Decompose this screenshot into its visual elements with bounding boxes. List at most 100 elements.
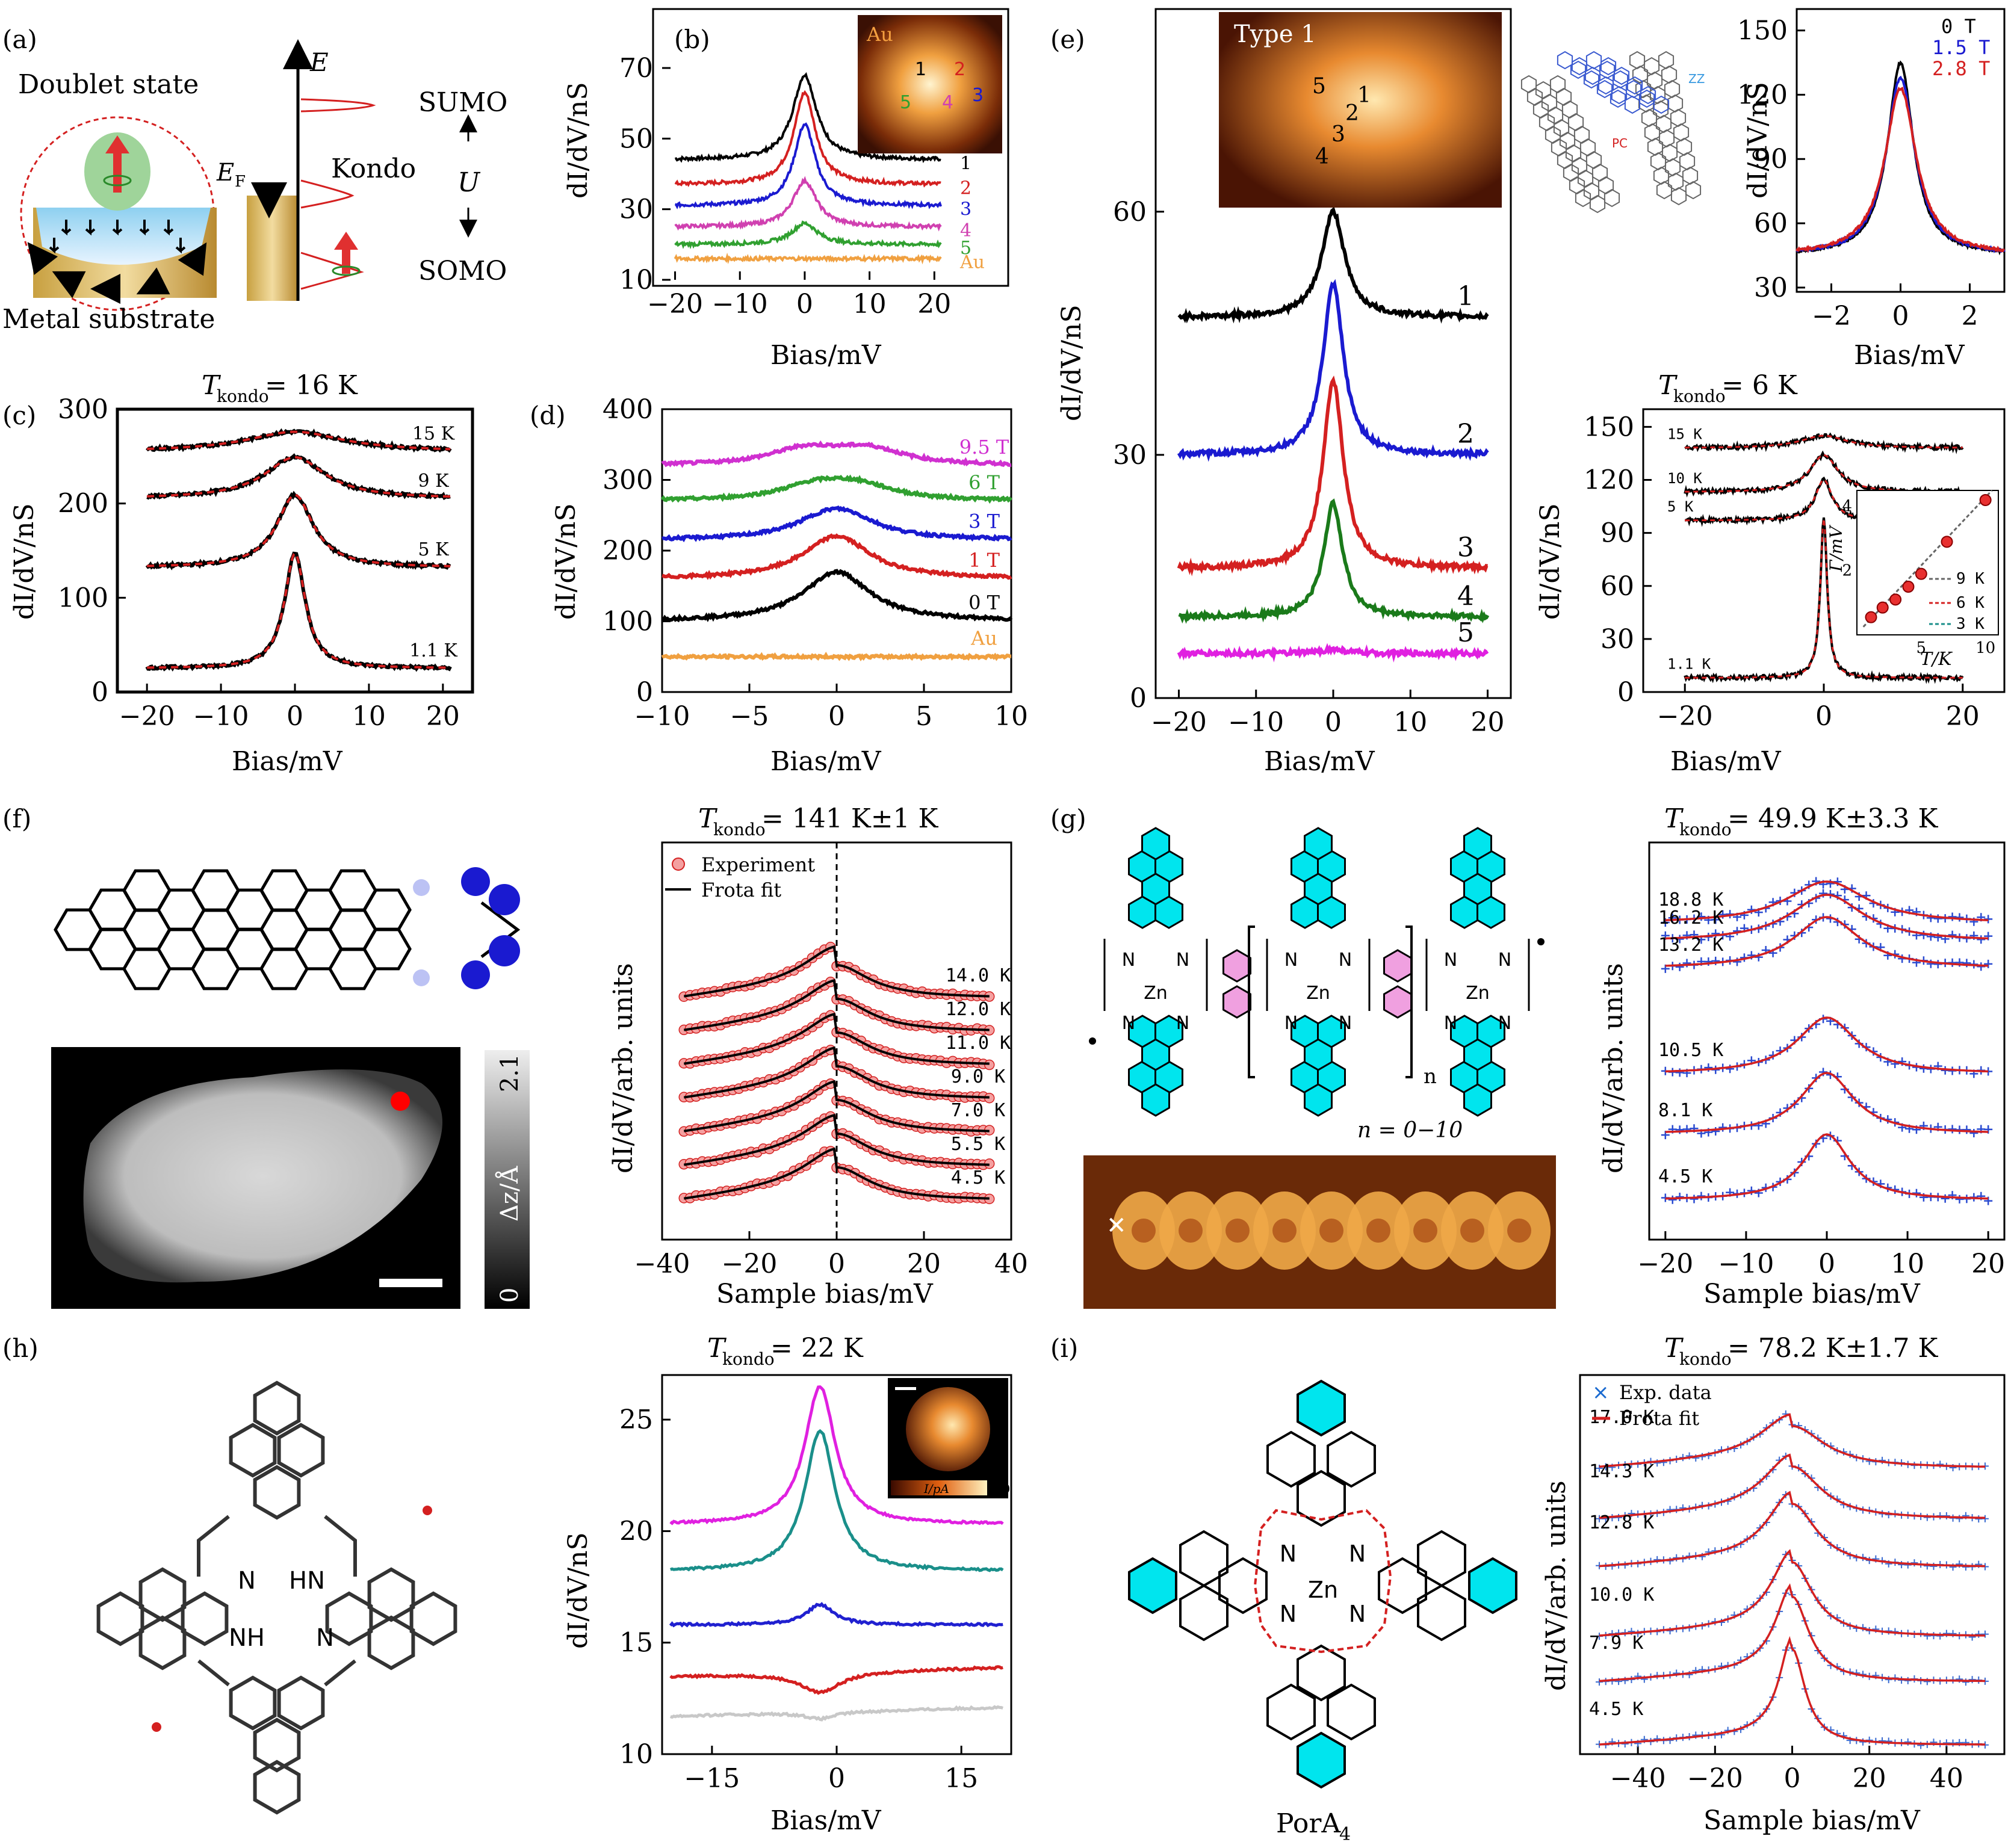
panel-e-label: (e)	[1050, 25, 1085, 54]
panel-e-temp-title-sub: kondo	[1673, 386, 1726, 406]
panel-h-xtick-label: −15	[684, 1763, 740, 1794]
panel-e-field-ytick-label: 150	[1737, 16, 1788, 46]
panel-e-temp-ytick-label: 90	[1600, 518, 1634, 549]
panel-d-ytick-label: 0	[636, 677, 653, 708]
inset-b-site-5: 5	[900, 92, 911, 113]
panel-c-curve-9 K	[146, 453, 451, 501]
panel-i-point	[1968, 1676, 1976, 1684]
gnr-ring	[1624, 95, 1641, 114]
gnr-ring	[1667, 172, 1684, 191]
field-legend-2p8t: 2.8 T	[1932, 57, 1990, 80]
panel-e-field-ytick-label: 120	[1737, 79, 1788, 110]
panel-b-xtick-label: 20	[917, 289, 951, 320]
panel-f-xtick-label: 20	[907, 1249, 941, 1279]
panel-e-curve-label: 1	[1457, 281, 1474, 312]
panel-g-fit-13.2 K	[1665, 916, 1989, 967]
panel-b-xticks: −20 −10 0 10 20	[647, 271, 951, 320]
panel-g-point	[1718, 1123, 1727, 1132]
panel-b-curve-4	[674, 176, 942, 232]
gnr-ring	[1685, 181, 1702, 200]
g-atom-zn: Zn	[1306, 983, 1330, 1004]
panel-h-title-sub: kondo	[722, 1349, 775, 1369]
panel-e-xtick-label: 0	[1325, 707, 1342, 738]
panel-e-curve-label: 5	[1457, 617, 1474, 648]
panel-e-temp-ytick-label: 60	[1600, 571, 1634, 602]
panel-c-xtick-label: −10	[193, 701, 249, 732]
g-atom-n: N	[1444, 950, 1457, 971]
panel-b-xtick-label: −10	[712, 289, 768, 320]
panel-g-fit-10.5 K	[1665, 1016, 1989, 1073]
g-stm-center	[1179, 1219, 1203, 1243]
panel-d-curve-label: 9.5 T	[959, 436, 1009, 459]
gnr-ring	[1549, 75, 1566, 94]
panel-i-point	[1942, 1512, 1950, 1519]
g-atom-zn: Zn	[1466, 983, 1490, 1004]
metal-substrate-label: Metal substrate	[2, 304, 215, 335]
panel-h-xtick-label: 15	[944, 1763, 978, 1794]
inset-point	[1889, 593, 1902, 606]
panel-e-inset-title: Type 1	[1234, 20, 1316, 48]
g-atom-n: N	[1122, 1013, 1135, 1034]
panel-g-point	[1984, 932, 1993, 941]
panel-e-field-ytick-label: 90	[1754, 144, 1788, 175]
panel-h-title-rest: = 22 K	[770, 1333, 864, 1364]
panel-c-title-rest: = 16 K	[265, 370, 358, 401]
panel-f-title-sub: kondo	[713, 820, 766, 839]
panel-e-temp-curve-label: 5 K	[1667, 498, 1694, 515]
panel-f-curve-label: 4.5 K	[951, 1167, 1005, 1188]
panel-g-fit-4.5 K	[1665, 1133, 1989, 1200]
g-atom-n: N	[1176, 1013, 1189, 1034]
panel-h-curve-magenta	[669, 1385, 1004, 1525]
panel-b-inset-au: Au	[866, 23, 893, 46]
panel-g-fit-18.8 K	[1665, 880, 1989, 921]
panel-e-curve-label: 4	[1457, 581, 1474, 611]
gnr-ring	[1679, 152, 1696, 171]
panel-g-point	[1955, 913, 1964, 922]
panel-e-temp-fit-1.1 K	[1685, 518, 1963, 679]
legend-exp-marker: ×	[1592, 1380, 1610, 1405]
panel-i-point	[1936, 1460, 1944, 1468]
panel-h-curve-red	[669, 1665, 1003, 1695]
g-ring	[1463, 1083, 1492, 1117]
field-legend-0t: 0 T	[1941, 15, 1976, 38]
panel-e-curve-5	[1177, 643, 1489, 663]
h-ring	[138, 1615, 187, 1670]
panel-g-point	[1668, 1195, 1677, 1204]
gnr-ring	[1589, 194, 1606, 214]
panel-g-curve-label: 18.8 K	[1658, 889, 1723, 910]
g-ring	[1128, 895, 1157, 929]
panel-b-curve-label: 2	[960, 178, 971, 199]
panel-i-point	[1904, 1561, 1912, 1569]
panel-c-ytick-label: 100	[58, 583, 108, 613]
panel-f-curve-label: 12.0 K	[946, 999, 1011, 1020]
panel-c-fit-1.1 K	[147, 552, 451, 669]
panel-i-fit-4.5 K	[1599, 1636, 1985, 1746]
i-atom-n: N	[1349, 1601, 1366, 1627]
inset-point	[1865, 611, 1877, 623]
panel-d-xtick-label: −10	[634, 701, 690, 732]
inset-point	[1979, 494, 1992, 506]
panel-b-curve-5	[674, 220, 942, 249]
i-ring	[1378, 1557, 1427, 1615]
panel-g: (g) Zn N N N N Zn N N N N Zn N N N Nn n = 0−10 ✕ T kon…	[1050, 803, 2006, 1309]
panel-g-curve-label: 13.2 K	[1658, 935, 1723, 956]
panel-f-curve-label: 11.0 K	[946, 1033, 1011, 1054]
panel-d-xlabel: Bias/mV	[770, 746, 882, 777]
panel-i-curve-label: 10.0 K	[1589, 1584, 1654, 1605]
panel-i-point	[1615, 1513, 1623, 1521]
g-stm-center	[1132, 1219, 1156, 1243]
panel-h: (h) N HN NH N T kondo = 22 K dI/dV/nS Bi…	[2, 1333, 1012, 1836]
panel-d-curve-label: 1 T	[968, 549, 1000, 572]
panel-c-xtick-label: 10	[352, 701, 386, 732]
panel-h-ytick-label: 25	[619, 1405, 653, 1435]
panel-h-xlabel: Bias/mV	[770, 1805, 882, 1836]
panel-b-xtick-label: 10	[853, 289, 887, 320]
panel-i-point	[1904, 1676, 1912, 1684]
panel-b-xlabel: Bias/mV	[770, 340, 882, 371]
g-ring	[1317, 1015, 1346, 1048]
i-atom-n: N	[1280, 1601, 1297, 1627]
panel-b-curve-label: 5	[960, 238, 971, 259]
gnr-ring	[1664, 158, 1681, 177]
panel-e-inset-xlabel: T/K	[1920, 649, 1953, 670]
